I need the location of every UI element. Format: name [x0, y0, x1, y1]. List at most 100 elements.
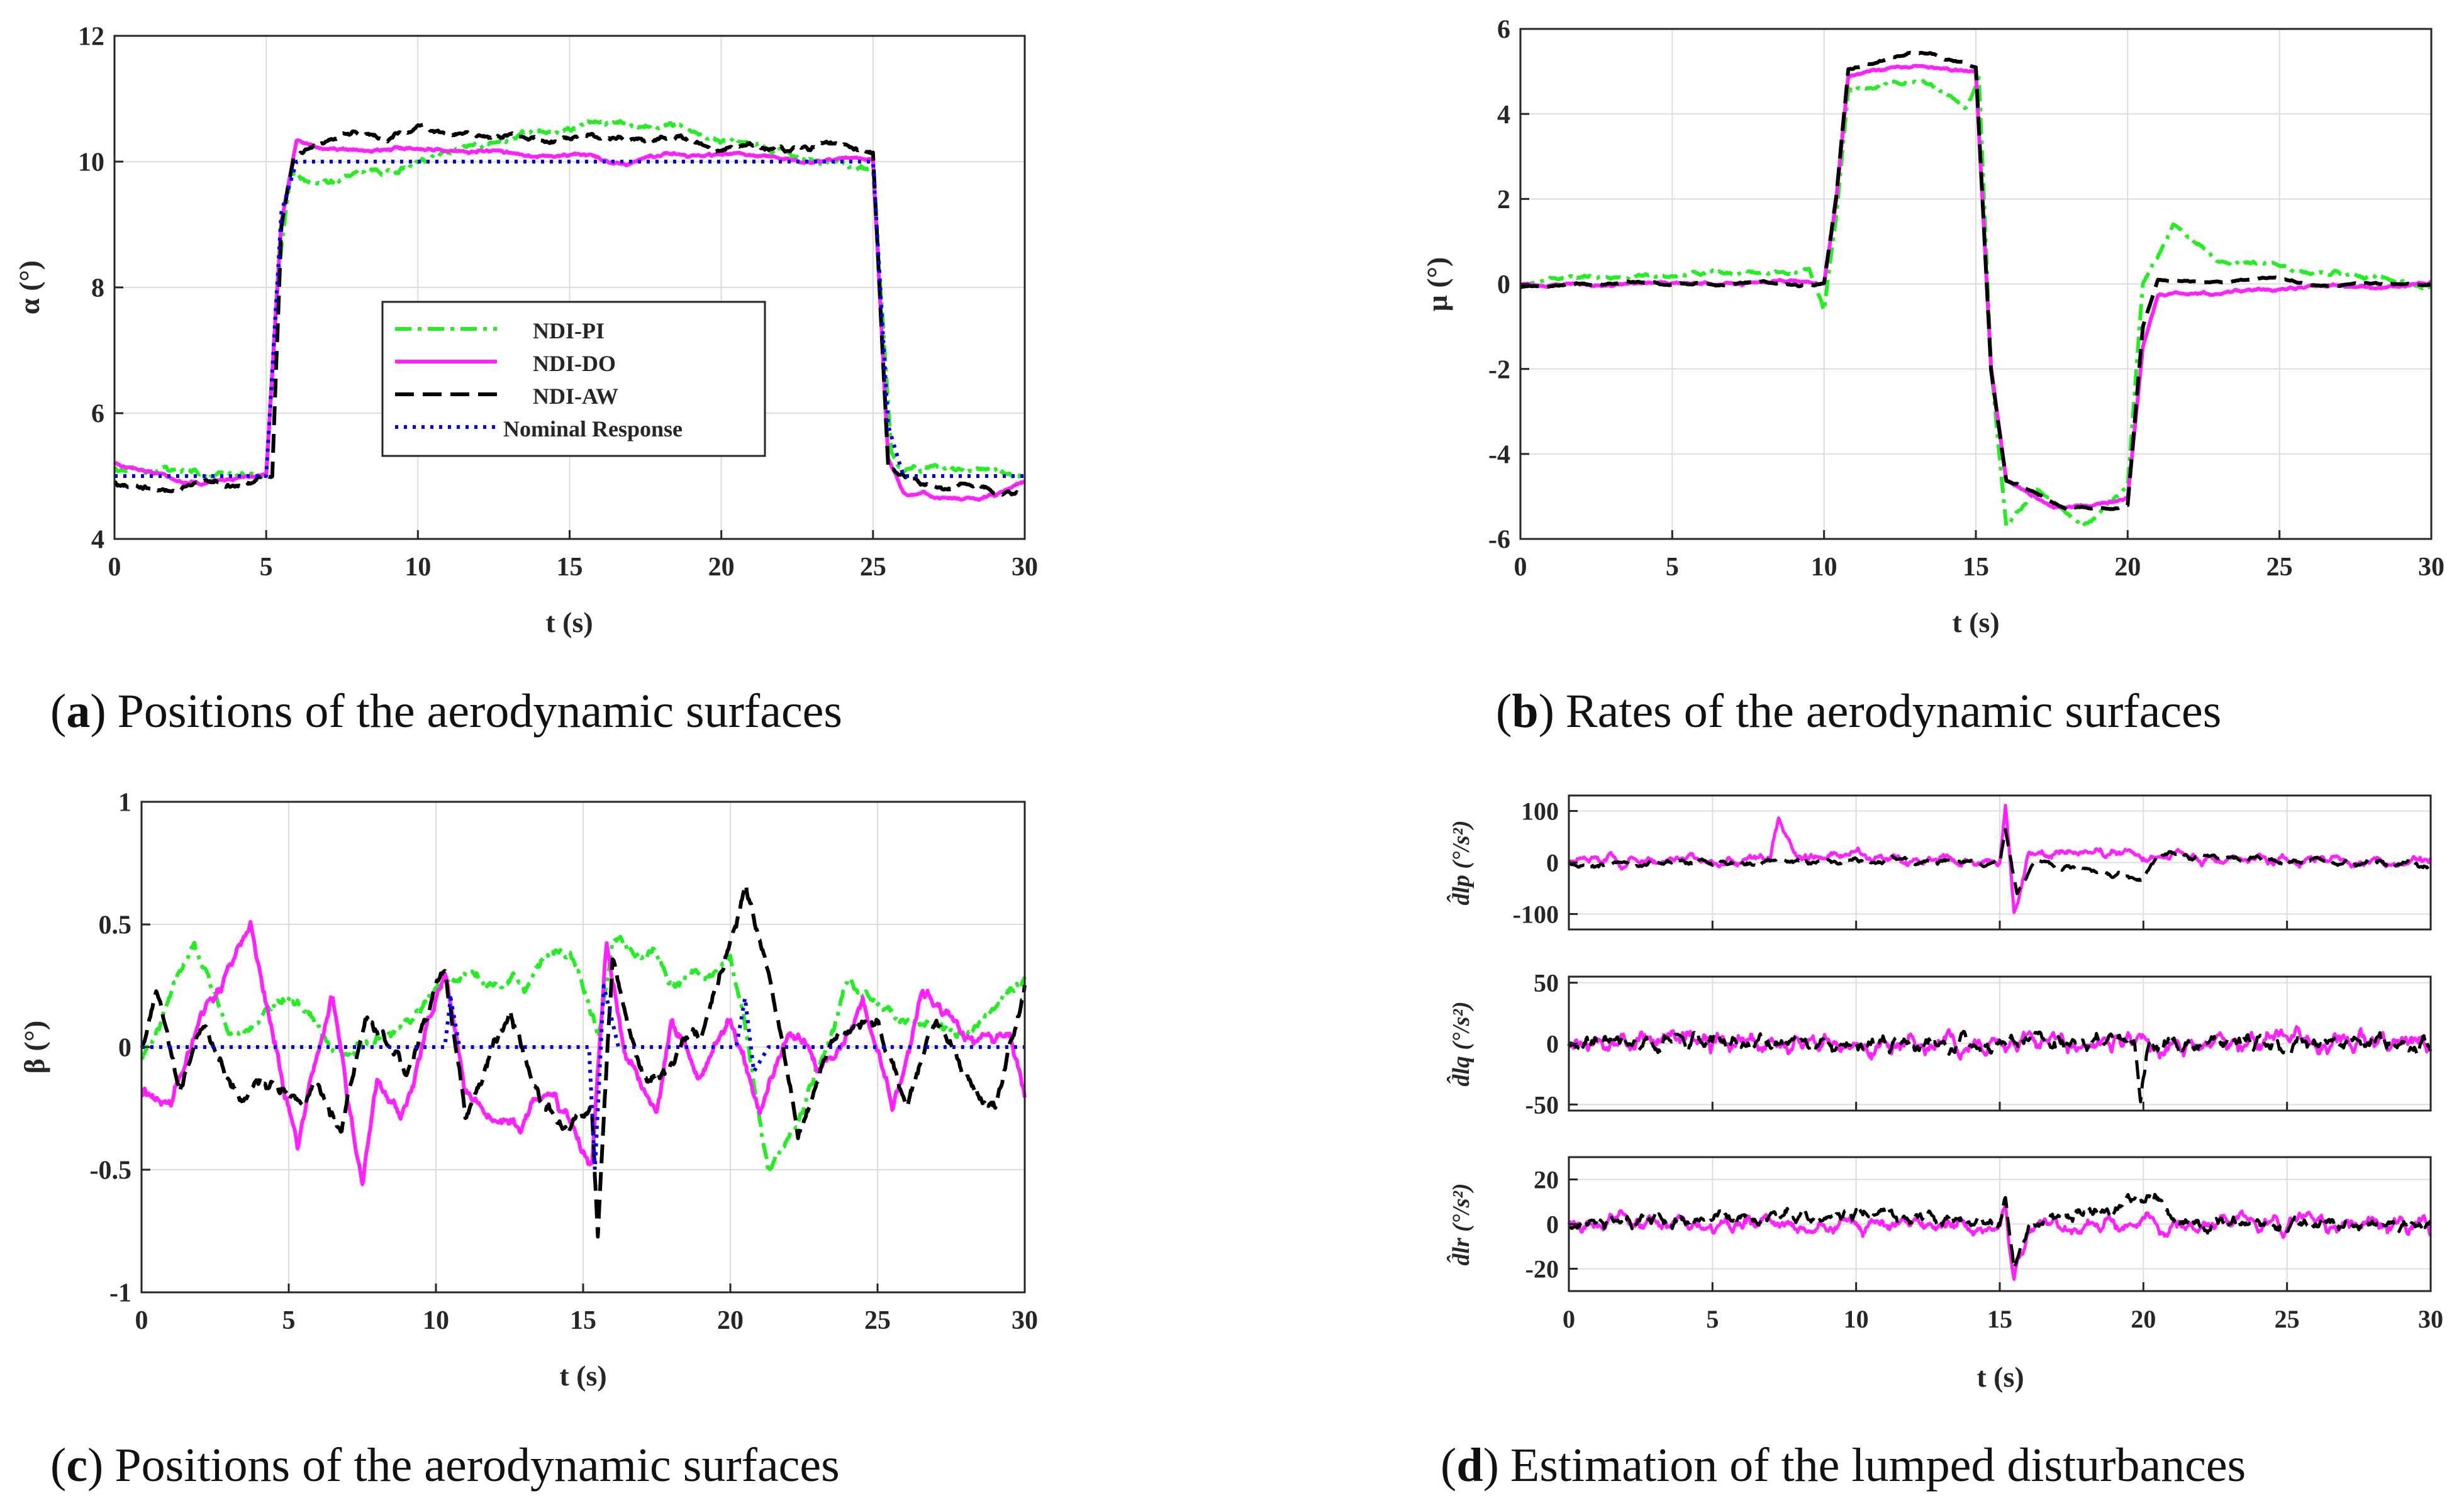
- x-tick-label: 10: [1811, 553, 1837, 582]
- y-tick-label: 12: [78, 23, 104, 52]
- series-group-d1: [1567, 804, 2433, 914]
- ticks-b: 0 5 10 15 20 25 30 -6 -4 -2 0 2 4 6: [1488, 16, 2444, 582]
- series-ndi-pi: [140, 935, 1027, 1175]
- panel-b: 0 5 10 15 20 25 30 -6 -4 -2 0 2 4 6 t (s) μ (°): [1421, 16, 2444, 638]
- series-ndi-do: [140, 919, 1027, 1187]
- x-tick-label: 15: [570, 1306, 596, 1335]
- series-ndi-aw: [113, 123, 1026, 497]
- legend: NDI-PI NDI-DO NDI-AW Nominal Response: [381, 301, 766, 457]
- legend-box: [381, 301, 766, 457]
- series-group-c: [140, 883, 1027, 1239]
- y-tick-label: 2: [1497, 186, 1510, 214]
- x-tick-label: 10: [423, 1306, 449, 1335]
- xlabel-c: t (s): [559, 1360, 606, 1392]
- x-tick-label: 30: [2418, 553, 2444, 582]
- ylabel-d2: d̂lq (°/s²): [1447, 1001, 1474, 1086]
- x-tick-label: 15: [557, 553, 583, 582]
- y-tick-label: 0: [1497, 270, 1510, 299]
- y-tick-label: 4: [1497, 101, 1510, 130]
- series-ndi-aw: [1567, 1029, 2433, 1104]
- caption-a-letter: a: [66, 685, 90, 738]
- ticks-d1: -100 0 100: [1513, 797, 2432, 929]
- y-tick-label: 0: [118, 1034, 131, 1063]
- x-tick-label: 25: [2275, 1305, 2300, 1333]
- series-ndi-aw: [140, 883, 1027, 1239]
- caption-d-text: Estimation of the lumped disturbances: [1510, 1439, 2246, 1492]
- caption-c: (c) Positions of the aerodynamic surfaces: [50, 1439, 840, 1492]
- y-tick-label: 6: [91, 400, 104, 429]
- xlabel-a: t (s): [545, 606, 593, 638]
- y-tick-label: -50: [1525, 1090, 1559, 1119]
- x-tick-label: 0: [135, 1306, 148, 1335]
- x-tick-label: 20: [708, 553, 735, 582]
- caption-d: (d) Estimation of the lumped disturbances: [1441, 1439, 2246, 1492]
- x-tick-label: 15: [1963, 553, 1989, 582]
- legend-label-ndi-pi: NDI-PI: [533, 318, 605, 343]
- x-tick-label: 5: [260, 553, 273, 582]
- y-tick-label: -1: [109, 1279, 131, 1308]
- x-tick-label: 20: [2114, 553, 2141, 582]
- y-tick-label: 0.5: [99, 911, 132, 940]
- x-tick-label: 25: [860, 553, 886, 582]
- y-tick-label: 10: [78, 148, 104, 177]
- x-tick-label: 25: [864, 1306, 891, 1335]
- y-tick-label: -4: [1488, 441, 1510, 470]
- series-group-d2: [1567, 1024, 2433, 1104]
- series-ndi-do: [1567, 804, 2433, 914]
- caption-d-letter: d: [1456, 1439, 1483, 1492]
- x-tick-label: 5: [1706, 1305, 1719, 1333]
- series-ndi-aw: [1568, 828, 2431, 896]
- caption-b: (b) Rates of the aerodynamic surfaces: [1496, 685, 2221, 738]
- caption-b-letter: b: [1512, 685, 1538, 738]
- caption-a-text: Positions of the aerodynamic surfaces: [118, 685, 842, 738]
- series-group-b: [1519, 50, 2433, 529]
- x-tick-label: 25: [2266, 553, 2293, 582]
- y-tick-label: 8: [91, 274, 104, 303]
- y-tick-label: -6: [1488, 526, 1510, 555]
- ylabel-d1: d̂lp (°/s²): [1447, 820, 1474, 905]
- ticks-a: 0 5 10 15 20 25 30 4 6 8 10 12: [78, 23, 1038, 582]
- caption-b-text: Rates of the aerodynamic surfaces: [1566, 685, 2221, 738]
- ylabel-a: α (°): [13, 260, 45, 314]
- legend-label-nominal: Nominal Response: [503, 416, 683, 441]
- y-tick-label: -20: [1525, 1255, 1559, 1284]
- y-tick-label: -100: [1513, 900, 1559, 928]
- panel-c: 0 5 10 15 20 25 30 -1 -0.5 0 0.5 1 t (s) β (°): [18, 789, 1038, 1392]
- x-tick-label: 30: [2418, 1305, 2443, 1333]
- y-tick-label: -0.5: [90, 1156, 132, 1185]
- caption-c-text: Positions of the aerodynamic surfaces: [114, 1439, 839, 1492]
- series-ndi-aw: [1519, 50, 2433, 512]
- ticks-c: 0 5 10 15 20 25 30 -1 -0.5 0 0.5 1: [90, 789, 1039, 1335]
- panel-a: 0 5 10 15 20 25 30 4 6 8 10 12 t (s) α (°) NDI-PI N…: [13, 23, 1038, 638]
- y-tick-label: 100: [1521, 797, 1559, 826]
- x-tick-label: 10: [404, 553, 431, 582]
- ylabel-d3: d̂lr (°/s²): [1447, 1183, 1474, 1265]
- y-tick-label: 50: [1534, 969, 1559, 997]
- y-tick-label: 1: [118, 789, 131, 818]
- caption-a: (a) Positions of the aerodynamic surfaces: [50, 685, 842, 738]
- y-tick-label: 6: [1497, 16, 1510, 45]
- x-tick-label: 5: [1666, 553, 1679, 582]
- xlabel-b: t (s): [1952, 606, 1999, 638]
- series-group-a: [113, 119, 1027, 502]
- ylabel-c: β (°): [18, 1021, 50, 1074]
- y-tick-label: 20: [1534, 1166, 1559, 1194]
- grid-b: [1520, 29, 2431, 539]
- x-tick-label: 30: [1012, 1306, 1038, 1335]
- x-tick-label: 0: [1514, 553, 1527, 582]
- ylabel-b: μ (°): [1421, 257, 1453, 312]
- series-nominal-response: [113, 160, 1026, 478]
- y-tick-label: -2: [1488, 355, 1510, 384]
- y-tick-label: 0: [1546, 1030, 1559, 1058]
- x-tick-label: 0: [108, 553, 121, 582]
- x-tick-label: 0: [1563, 1305, 1575, 1333]
- legend-label-ndi-aw: NDI-AW: [533, 384, 618, 409]
- legend-label-ndi-do: NDI-DO: [533, 351, 616, 376]
- xlabel-d: t (s): [1976, 1361, 2024, 1393]
- x-tick-label: 20: [717, 1306, 744, 1335]
- x-tick-label: 10: [1844, 1305, 1869, 1333]
- y-tick-label: 0: [1546, 1211, 1559, 1239]
